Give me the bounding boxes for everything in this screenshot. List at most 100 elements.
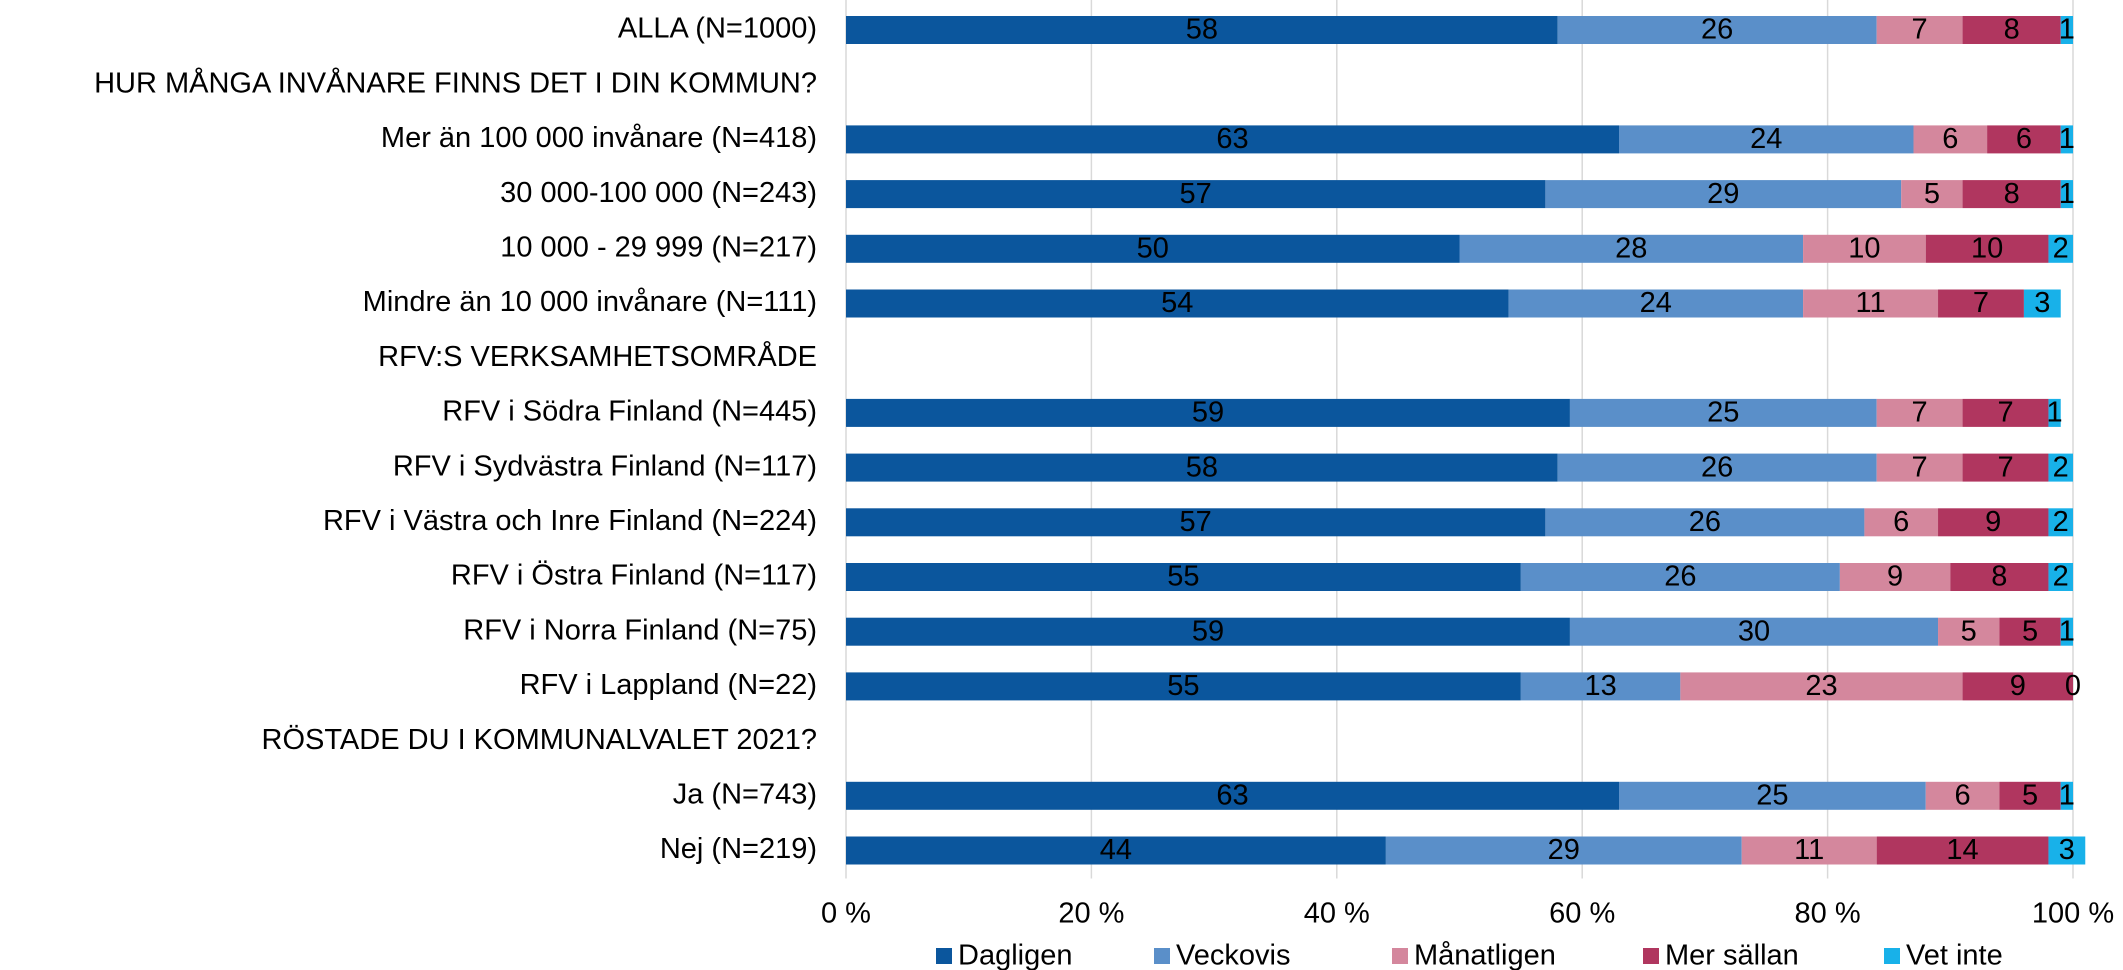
x-tick-label: 80 % bbox=[1795, 898, 1861, 930]
data-label: 55 bbox=[1167, 670, 1199, 702]
bar-segment bbox=[1876, 453, 1963, 482]
data-label: 1 bbox=[2059, 779, 2075, 811]
data-label: 25 bbox=[1707, 397, 1739, 429]
legend-swatch bbox=[936, 948, 952, 964]
data-label: 10 bbox=[1848, 232, 1880, 264]
category-label: ALLA (N=1000) bbox=[618, 13, 817, 45]
bar-segment bbox=[1962, 16, 2061, 44]
bar-segment bbox=[1803, 234, 1926, 263]
bar-segment bbox=[2060, 781, 2073, 810]
bar-segment bbox=[2048, 234, 2073, 263]
data-label: 3 bbox=[2034, 287, 2050, 319]
bar-segment bbox=[2060, 16, 2073, 44]
legend-swatch bbox=[1884, 948, 1900, 964]
legend-swatch bbox=[1643, 948, 1659, 964]
data-label: 24 bbox=[1750, 123, 1782, 155]
data-label: 50 bbox=[1137, 232, 1169, 264]
data-label: 1 bbox=[2047, 397, 2063, 429]
data-label: 6 bbox=[1954, 779, 1970, 811]
bar-segment bbox=[846, 289, 1509, 318]
data-label: 6 bbox=[1942, 123, 1958, 155]
bar-segment bbox=[846, 781, 1620, 810]
bar-segment bbox=[1680, 672, 1963, 701]
bar-segment bbox=[1938, 617, 2000, 646]
legend-label: Mer sällan bbox=[1665, 940, 1799, 970]
bar-segment bbox=[1385, 836, 1742, 865]
data-label: 30 bbox=[1738, 615, 1770, 647]
bar-segment bbox=[1545, 180, 1902, 209]
legend-swatch bbox=[1392, 948, 1408, 964]
category-label: Mindre än 10 000 invånare (N=111) bbox=[363, 286, 817, 318]
data-label: 26 bbox=[1689, 506, 1721, 538]
data-label: 2 bbox=[2053, 561, 2069, 593]
bar-segment bbox=[1938, 289, 2024, 318]
bar-segment bbox=[1876, 836, 2049, 865]
data-label: 11 bbox=[1855, 287, 1885, 319]
bar-segment bbox=[846, 836, 1386, 865]
bar-segment bbox=[2048, 508, 2073, 537]
legend-label: Dagligen bbox=[958, 940, 1072, 970]
data-label: 54 bbox=[1161, 287, 1193, 319]
data-label: 57 bbox=[1180, 178, 1212, 210]
bar-segment bbox=[1999, 781, 2061, 810]
category-label: RFV i Södra Finland (N=445) bbox=[442, 396, 817, 428]
data-label: 26 bbox=[1664, 561, 1696, 593]
data-label: 57 bbox=[1180, 506, 1212, 538]
bar-segment bbox=[1901, 180, 1963, 209]
data-label: 6 bbox=[1893, 506, 1909, 538]
data-label: 1 bbox=[2059, 14, 2075, 46]
data-label: 28 bbox=[1615, 232, 1647, 264]
category-label: RFV i Östra Finland (N=117) bbox=[451, 560, 817, 592]
data-label: 14 bbox=[1946, 834, 1978, 866]
data-label: 55 bbox=[1167, 561, 1199, 593]
data-label: 9 bbox=[1887, 561, 1903, 593]
data-label: 5 bbox=[2022, 615, 2038, 647]
data-label: 24 bbox=[1640, 287, 1672, 319]
bar-segment bbox=[1962, 180, 2061, 209]
bar-segment bbox=[1557, 16, 1877, 44]
category-label: RFV:S VERKSAMHETSOMRÅDE bbox=[378, 340, 817, 373]
x-tick-label: 40 % bbox=[1304, 898, 1370, 930]
bar-segment bbox=[1803, 289, 1939, 318]
bar-segment bbox=[1619, 125, 1914, 154]
data-label: 29 bbox=[1548, 834, 1580, 866]
bar-segment bbox=[2060, 617, 2073, 646]
bar-segment bbox=[1962, 453, 2049, 482]
category-label: RFV i Sydvästra Finland (N=117) bbox=[393, 450, 817, 482]
data-label: 59 bbox=[1192, 397, 1224, 429]
data-label: 8 bbox=[2004, 178, 2020, 210]
data-label: 63 bbox=[1216, 123, 1248, 155]
bar-segment bbox=[1925, 781, 2000, 810]
bar-segment bbox=[2060, 180, 2073, 209]
category-label: RFV i Lappland (N=22) bbox=[520, 669, 817, 701]
x-tick-label: 0 % bbox=[821, 898, 871, 930]
data-label: 58 bbox=[1186, 451, 1218, 483]
data-label: 8 bbox=[1991, 561, 2007, 593]
bar-segment bbox=[1459, 234, 1804, 263]
bar-segment bbox=[846, 563, 1521, 591]
bar-segment bbox=[1938, 508, 2049, 537]
data-label: 6 bbox=[2016, 123, 2032, 155]
data-label: 2 bbox=[2053, 506, 2069, 538]
category-label: RÖSTADE DU I KOMMUNALVALET 2021? bbox=[262, 724, 817, 756]
data-label: 1 bbox=[2059, 615, 2075, 647]
legend-label: Veckovis bbox=[1176, 940, 1290, 970]
data-label: 10 bbox=[1971, 232, 2003, 264]
bar-segment bbox=[1508, 289, 1804, 318]
bar-segment bbox=[1839, 563, 1951, 591]
bar-segment bbox=[2048, 563, 2073, 591]
x-tick-label: 20 % bbox=[1058, 898, 1124, 930]
bar-segment bbox=[1520, 563, 1840, 591]
data-label: 1 bbox=[2059, 123, 2075, 155]
data-label: 26 bbox=[1701, 451, 1733, 483]
bar-segment bbox=[2023, 289, 2061, 318]
data-label: 3 bbox=[2059, 834, 2075, 866]
data-label: 58 bbox=[1186, 14, 1218, 46]
data-label: 26 bbox=[1701, 14, 1733, 46]
data-label: 13 bbox=[1584, 670, 1616, 702]
data-label: 23 bbox=[1805, 670, 1837, 702]
data-label: 2 bbox=[2053, 232, 2069, 264]
bar-segment bbox=[1999, 617, 2061, 646]
bar-segment bbox=[846, 672, 1521, 701]
data-label: 5 bbox=[2022, 779, 2038, 811]
